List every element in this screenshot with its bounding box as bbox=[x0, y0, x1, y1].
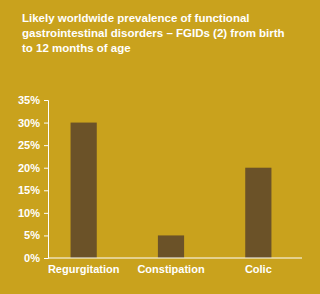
y-tick-label: 0% bbox=[24, 252, 40, 264]
y-tick-mark bbox=[44, 145, 48, 146]
y-tick: 20% bbox=[18, 162, 48, 174]
y-tick: 5% bbox=[24, 229, 48, 241]
y-tick: 15% bbox=[18, 184, 48, 196]
title: Likely worldwide prevalence of functiona… bbox=[22, 12, 285, 54]
y-tick-label: 25% bbox=[18, 139, 40, 151]
y-tick: 25% bbox=[18, 139, 48, 151]
title-line: to 12 months of age bbox=[22, 42, 131, 54]
bars bbox=[71, 123, 272, 258]
y-tick-mark bbox=[44, 190, 48, 191]
y-tick-label: 20% bbox=[18, 162, 40, 174]
x-axis-line bbox=[48, 258, 302, 259]
y-tick-label: 5% bbox=[24, 229, 40, 241]
y-tick-label: 35% bbox=[18, 94, 40, 106]
title-line: gastrointestinal disorders – FGIDs (2) f… bbox=[22, 27, 285, 39]
y-tick: 35% bbox=[18, 94, 48, 106]
bar bbox=[71, 123, 97, 258]
y-tick-mark bbox=[44, 100, 48, 101]
y-tick-mark bbox=[44, 213, 48, 214]
y-tick-mark bbox=[44, 235, 48, 236]
x-tick-label: Colic bbox=[245, 263, 272, 275]
y-tick: 10% bbox=[18, 207, 48, 219]
y-tick-mark bbox=[44, 123, 48, 124]
y-axis: 0% 5% 10% 15% 20% 25% 30% 35% bbox=[18, 94, 49, 264]
y-tick-mark bbox=[44, 258, 48, 259]
y-tick: 0% bbox=[24, 252, 48, 264]
y-tick-label: 10% bbox=[18, 207, 40, 219]
x-tick-label: Regurgitation bbox=[48, 263, 120, 275]
x-tick: Colic bbox=[245, 263, 272, 275]
x-axis: Regurgitation Constipation Colic bbox=[48, 258, 302, 275]
title-line: Likely worldwide prevalence of functiona… bbox=[22, 12, 250, 24]
y-tick-label: 30% bbox=[18, 117, 40, 129]
bar bbox=[158, 235, 184, 258]
y-tick: 30% bbox=[18, 117, 48, 129]
y-tick-mark bbox=[44, 168, 48, 169]
bar bbox=[245, 168, 271, 258]
chart: Likely worldwide prevalence of functiona… bbox=[0, 0, 320, 294]
y-tick-label: 15% bbox=[18, 184, 40, 196]
y-axis-line bbox=[44, 101, 49, 259]
x-tick: Constipation bbox=[137, 263, 204, 275]
background bbox=[0, 0, 320, 294]
x-tick: Regurgitation bbox=[48, 263, 120, 275]
x-tick-label: Constipation bbox=[137, 263, 204, 275]
